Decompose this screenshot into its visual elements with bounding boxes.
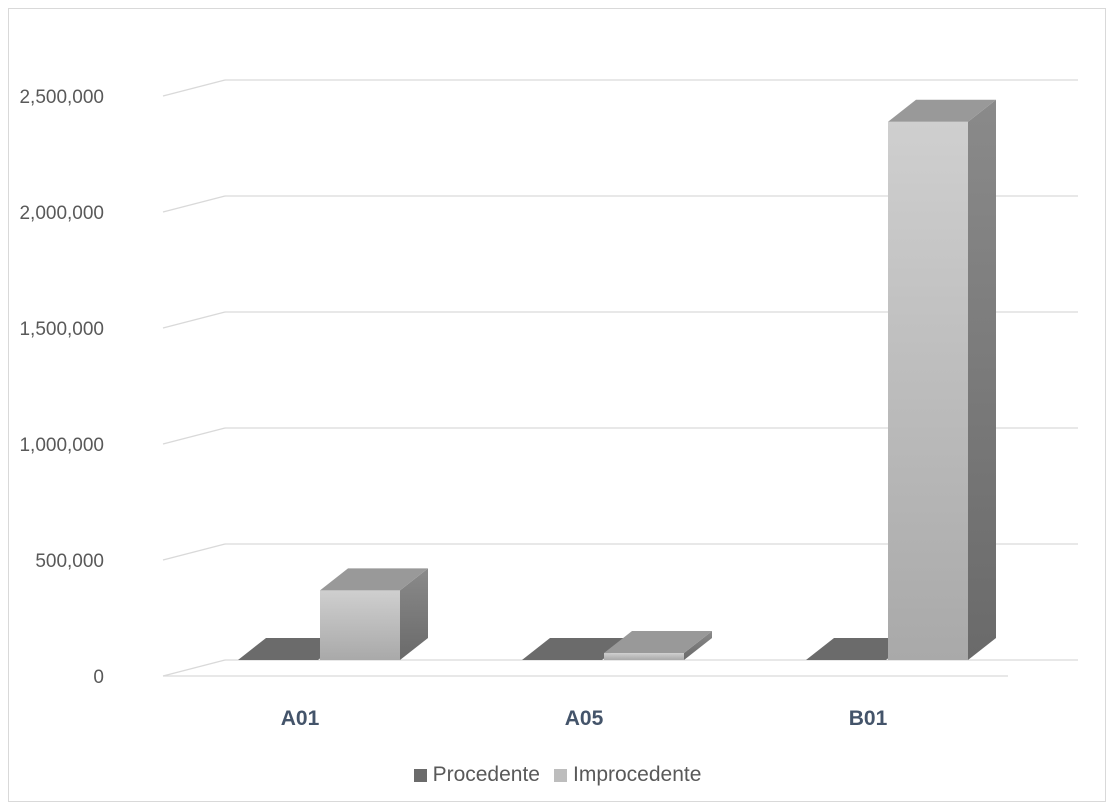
bar-improcedente-side xyxy=(968,99,996,660)
y-tick-label: 2,000,000 xyxy=(19,203,104,224)
bar-improcedente-top xyxy=(888,99,996,122)
gridline-depth xyxy=(162,79,226,97)
bar-procedente xyxy=(806,638,914,660)
bar-improcedente xyxy=(604,653,684,660)
gridline-depth xyxy=(162,195,226,213)
x-tick-label: A01 xyxy=(281,707,320,730)
bar-procedente xyxy=(238,638,346,660)
y-tick-label: 2,500,000 xyxy=(19,87,104,108)
legend-label-procedente: Procedente xyxy=(432,763,540,786)
legend: Procedente Improcedente xyxy=(0,762,1115,788)
bar-improcedente-side xyxy=(400,568,428,660)
y-tick-label: 0 xyxy=(93,667,104,688)
legend-swatch-improcedente xyxy=(554,768,567,782)
bar-improcedente xyxy=(888,121,968,660)
legend-item-improcedente: Improcedente xyxy=(554,763,701,787)
gridline-depth xyxy=(162,659,226,677)
axis-layer: 0 500,000 1,000,000 1,500,000 2,000,000 2,500… xyxy=(19,87,887,730)
bar-improcedente xyxy=(320,590,400,660)
y-tick-label: 500,000 xyxy=(35,551,104,572)
legend-swatch-procedente xyxy=(413,768,427,782)
bar-procedente xyxy=(522,638,630,660)
x-tick-label: A05 xyxy=(565,707,604,730)
bar-improcedente-top xyxy=(604,631,712,654)
x-tick-label: B01 xyxy=(849,707,888,730)
bar-layer xyxy=(238,99,996,660)
y-tick-label: 1,000,000 xyxy=(19,435,104,456)
legend-label-improcedente: Improcedente xyxy=(573,763,702,786)
legend-item-procedente: Procedente xyxy=(413,763,540,787)
bar-improcedente-top xyxy=(320,568,428,591)
y-tick-label: 1,500,000 xyxy=(19,319,104,340)
gridline-depth xyxy=(162,543,226,561)
bar-improcedente-side xyxy=(684,631,712,660)
gridline-depth xyxy=(162,311,226,329)
gridline-depth xyxy=(162,427,226,445)
